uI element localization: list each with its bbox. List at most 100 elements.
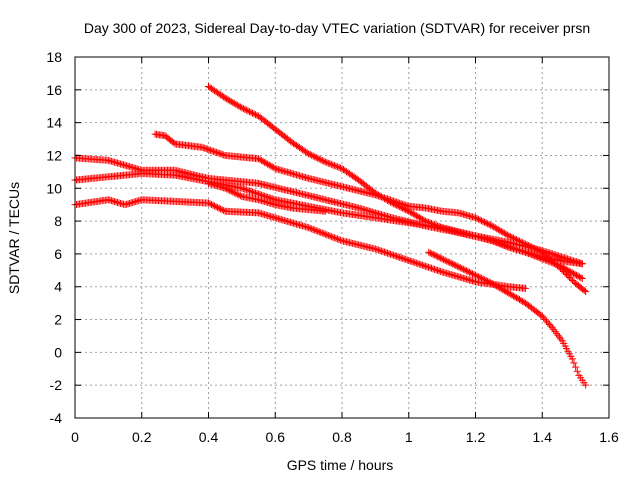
data-point <box>415 260 423 268</box>
data-point <box>397 254 405 262</box>
data-point <box>494 283 502 291</box>
data-point <box>205 146 213 154</box>
data-point <box>494 239 502 247</box>
x-tick-label: 0 <box>71 429 79 445</box>
data-point <box>465 268 473 276</box>
data-point <box>305 224 313 232</box>
data-point <box>409 258 417 266</box>
series-arc-3 <box>71 196 530 292</box>
data-point <box>308 225 316 233</box>
data-point <box>517 296 525 304</box>
data-point <box>208 201 216 209</box>
data-point <box>423 263 431 271</box>
data-point <box>531 245 539 253</box>
data-point <box>233 101 241 109</box>
data-point <box>467 269 475 277</box>
data-point <box>431 265 439 273</box>
data-point <box>336 236 344 244</box>
data-point <box>309 225 317 233</box>
data-point <box>414 213 422 221</box>
data-point <box>318 229 326 237</box>
data-point <box>379 248 387 256</box>
data-point <box>374 191 382 199</box>
series-arc-6 <box>205 179 329 215</box>
data-point <box>497 285 505 293</box>
data-point <box>371 189 379 197</box>
data-point <box>412 212 420 220</box>
data-point <box>456 264 464 272</box>
data-point <box>382 195 390 203</box>
data-point <box>506 233 514 241</box>
data-point <box>431 251 439 259</box>
data-point <box>393 252 401 260</box>
data-point <box>406 208 414 216</box>
data-point <box>385 197 393 205</box>
y-tick-label: 6 <box>54 246 62 262</box>
data-point <box>241 105 249 113</box>
data-point <box>432 266 440 274</box>
data-point <box>391 201 399 209</box>
data-point <box>235 191 243 199</box>
data-point <box>218 150 226 158</box>
data-point <box>229 188 237 196</box>
x-tick-label: 0.2 <box>132 429 152 445</box>
data-point <box>242 186 250 194</box>
data-point <box>568 355 576 363</box>
data-point <box>523 241 531 249</box>
data-point <box>406 257 414 265</box>
data-point <box>267 162 275 170</box>
data-point <box>503 288 511 296</box>
data-point <box>391 252 399 260</box>
data-point <box>500 287 508 295</box>
data-point <box>502 242 510 250</box>
data-point <box>529 244 537 252</box>
data-point <box>221 184 229 192</box>
data-point <box>208 147 216 155</box>
data-point <box>512 236 520 244</box>
data-point <box>511 293 519 301</box>
data-point <box>570 270 578 278</box>
data-point <box>235 102 243 110</box>
data-point <box>519 297 527 305</box>
data-point <box>420 262 428 270</box>
data-point <box>472 214 479 222</box>
data-point <box>499 228 507 236</box>
data-point <box>255 155 263 163</box>
data-point <box>244 107 252 115</box>
data-point <box>223 95 231 103</box>
data-point <box>327 160 335 168</box>
data-point <box>198 143 206 151</box>
y-tick-label: 4 <box>54 279 62 295</box>
data-point <box>330 234 338 242</box>
y-tick-label: 16 <box>46 82 62 98</box>
data-point <box>268 163 276 171</box>
data-point <box>252 189 260 197</box>
data-point <box>418 215 426 223</box>
data-point <box>509 234 517 242</box>
data-point <box>233 190 241 198</box>
data-point <box>488 237 496 245</box>
data-point <box>500 242 508 250</box>
data-point <box>520 239 528 247</box>
data-point <box>543 317 551 325</box>
data-point <box>199 144 207 152</box>
data-point <box>321 158 329 166</box>
x-tick-label: 0.8 <box>332 429 352 445</box>
data-point <box>238 184 246 192</box>
data-point <box>259 157 267 165</box>
data-point <box>227 187 235 195</box>
data-point <box>484 277 492 285</box>
data-point <box>428 264 436 272</box>
data-point <box>525 242 533 250</box>
y-tick-label: 2 <box>54 312 62 328</box>
data-point <box>522 240 530 248</box>
data-point <box>220 151 228 159</box>
data-point <box>426 219 434 227</box>
data-point <box>303 149 311 157</box>
data-point <box>400 205 408 213</box>
data-point <box>205 199 212 207</box>
series-arc-5 <box>205 83 586 268</box>
data-point <box>390 251 398 259</box>
data-point <box>312 227 320 235</box>
data-point <box>211 148 219 156</box>
